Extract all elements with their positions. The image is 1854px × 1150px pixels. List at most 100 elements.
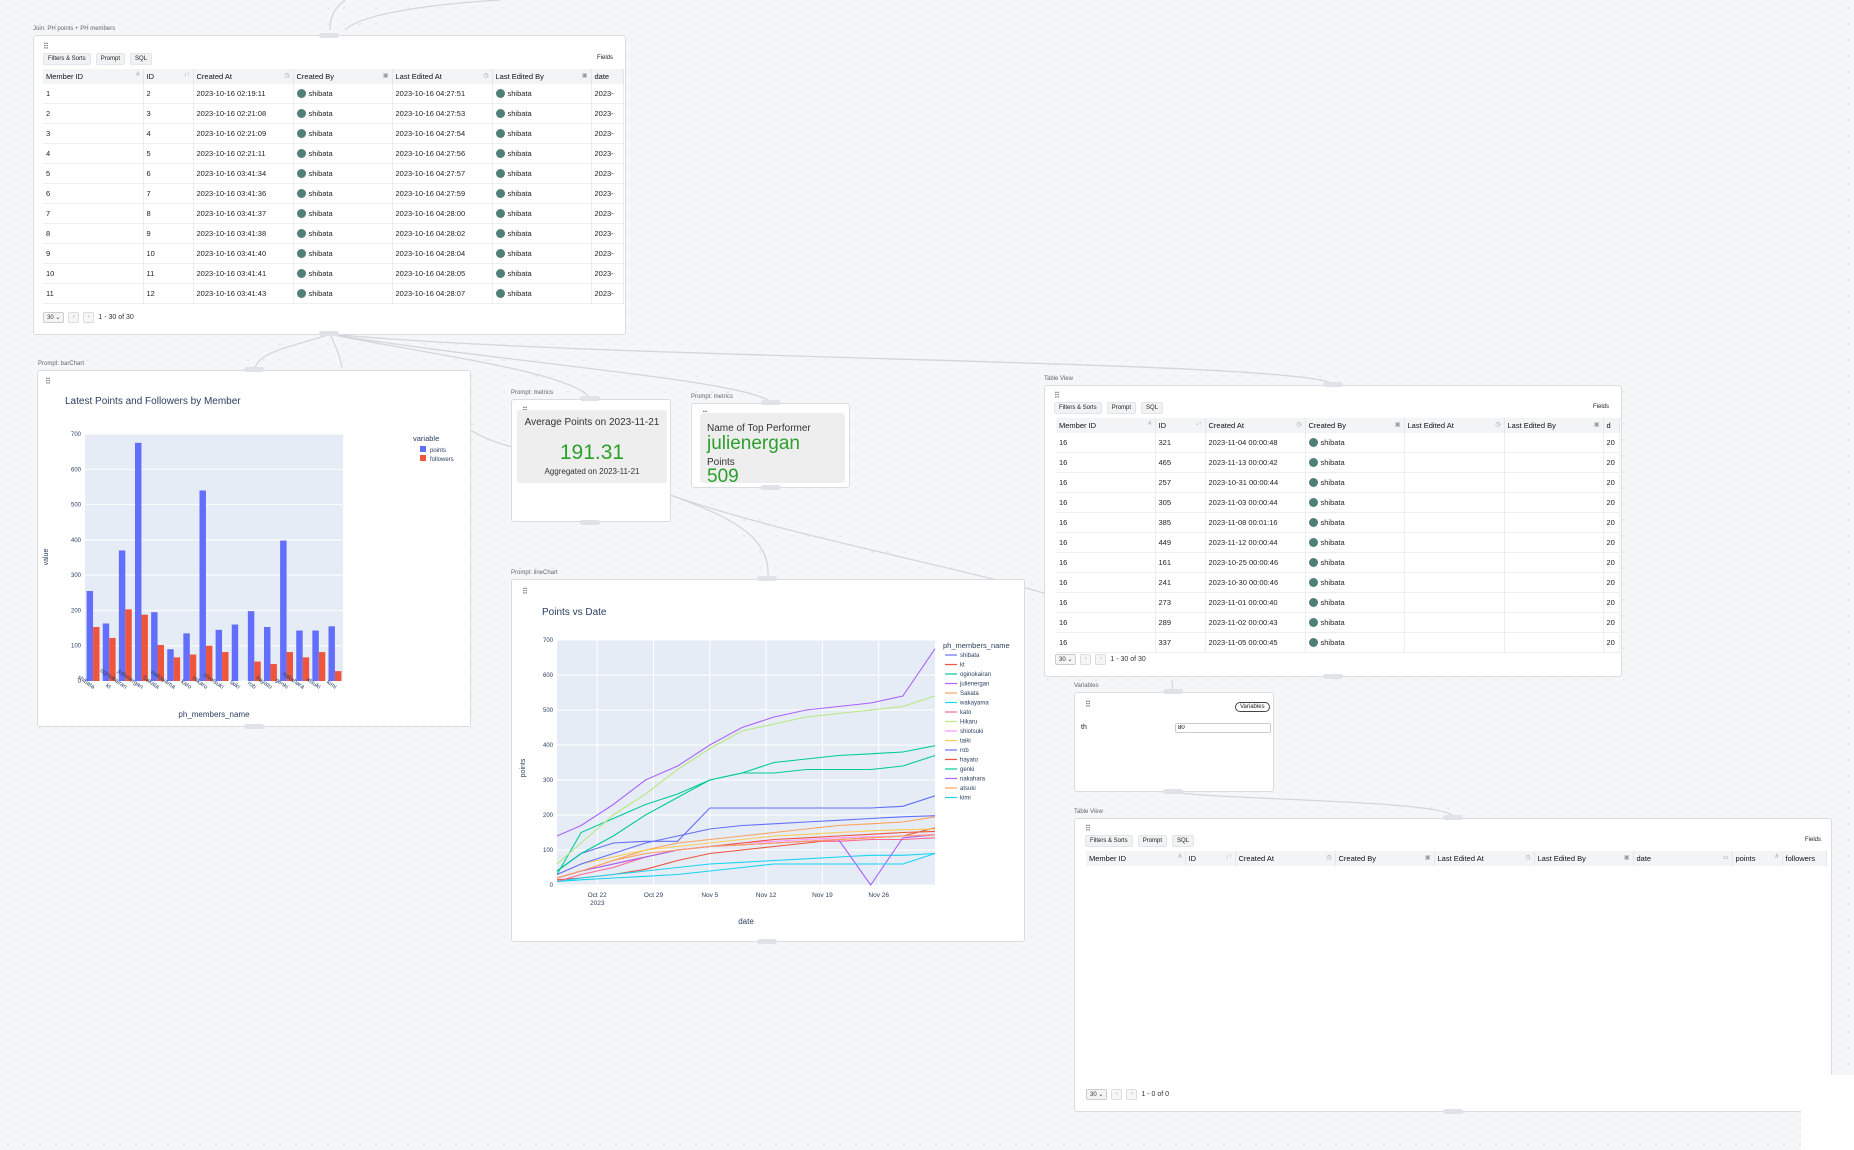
table-cell[interactable]: shibata (293, 243, 393, 264)
table-cell[interactable]: 2 (143, 84, 194, 104)
table-row[interactable]: 3 4 2023-10-16 02:21:09 shibata 2023-10-16 0… (43, 123, 624, 144)
table-cell[interactable] (1504, 572, 1604, 593)
table-cell[interactable]: 257 (1155, 472, 1206, 493)
table-cell[interactable]: shibata (492, 283, 592, 304)
table-cell[interactable]: 11 (43, 283, 144, 304)
table-cell[interactable]: 2023-11-01 00:00:40 (1205, 592, 1306, 613)
metric-node-top-performer[interactable]: ⠿ Name of Top Performer julienergan Poin… (691, 403, 850, 488)
table-cell[interactable]: 2023-11-05 00:00:45 (1205, 632, 1306, 653)
connection-handle[interactable] (1323, 674, 1343, 679)
table-cell[interactable]: shibata (1305, 452, 1405, 473)
table-cell[interactable]: 10 (43, 263, 144, 284)
table-cell[interactable]: 2023- (591, 123, 624, 144)
table-cell[interactable] (1404, 512, 1505, 533)
table-cell[interactable]: 20 (1603, 592, 1620, 613)
drag-handle-icon[interactable]: ⠿ (45, 377, 51, 386)
connection-handle[interactable] (244, 367, 264, 372)
sql-button[interactable]: SQL (130, 53, 153, 65)
table-cell[interactable] (1504, 532, 1604, 553)
table-cell[interactable]: 2023- (591, 203, 624, 224)
table-cell[interactable]: 16 (1056, 433, 1156, 453)
table-row[interactable]: 16 289 2023-11-02 00:00:43 shibata 20 (1056, 612, 1620, 633)
table-cell[interactable]: 2023-10-16 04:28:00 (392, 203, 493, 224)
table-cell[interactable]: 2023-10-31 00:00:44 (1205, 472, 1306, 493)
column-header[interactable]: ID ↓↑ (1155, 418, 1206, 433)
table-row[interactable]: 1 2 2023-10-16 02:19:11 shibata 2023-10-16 0… (43, 84, 624, 104)
minimap-panel[interactable] (1801, 1075, 1854, 1150)
connection-handle[interactable] (757, 939, 777, 944)
table-cell[interactable]: 8 (143, 203, 194, 224)
table-cell[interactable]: 16 (1056, 612, 1156, 633)
table-row[interactable]: 8 9 2023-10-16 03:41:38 shibata 2023-10-16 0… (43, 223, 624, 244)
table-cell[interactable] (1504, 552, 1604, 573)
sql-button[interactable]: SQL (1141, 402, 1164, 414)
drag-handle-icon[interactable]: ⠿ (1054, 391, 1060, 400)
table-row[interactable]: 16 161 2023-10-25 00:00:46 shibata 20 (1056, 552, 1620, 573)
table-cell[interactable]: shibata (492, 243, 592, 264)
table-row[interactable]: 6 7 2023-10-16 03:41:36 shibata 2023-10-16 0… (43, 183, 624, 204)
table-cell[interactable]: 2023- (591, 84, 624, 104)
connection-handle[interactable] (319, 331, 339, 336)
table-cell[interactable]: 20 (1603, 472, 1620, 493)
column-header[interactable]: Last Edited By ▣ (492, 69, 592, 84)
column-header[interactable]: Created At ◷ (1235, 851, 1336, 866)
column-header[interactable]: d (1603, 418, 1620, 433)
table-cell[interactable]: shibata (492, 223, 592, 244)
table-cell[interactable]: shibata (492, 143, 592, 164)
prompt-button[interactable]: Prompt (1106, 402, 1137, 414)
table-cell[interactable]: 2023-10-16 03:41:38 (193, 223, 294, 244)
table-cell[interactable]: 11 (143, 263, 194, 284)
drag-handle-icon[interactable]: ⠿ (1085, 824, 1091, 833)
table-cell[interactable]: shibata (293, 263, 393, 284)
fields-button[interactable]: Fields (1804, 837, 1821, 843)
table-cell[interactable] (1504, 632, 1604, 653)
table-cell[interactable]: shibata (492, 263, 592, 284)
page-size-select[interactable]: 30 ⌄ (1055, 654, 1077, 665)
table-cell[interactable]: 10 (143, 243, 194, 264)
table-cell[interactable]: 465 (1155, 452, 1206, 473)
table-cell[interactable]: shibata (492, 123, 592, 144)
table-cell[interactable] (1504, 612, 1604, 633)
table-cell[interactable]: shibata (293, 183, 393, 204)
connection-handle[interactable] (761, 400, 781, 405)
page-size-select[interactable]: 30 ⌄ (1086, 1089, 1108, 1100)
column-header[interactable]: Last Edited At ◷ (1434, 851, 1535, 866)
connection-handle[interactable] (1323, 382, 1343, 387)
table-cell[interactable]: 321 (1155, 433, 1206, 453)
table-cell[interactable]: shibata (293, 223, 393, 244)
table-cell[interactable] (1404, 592, 1505, 613)
column-header[interactable]: Created By ▣ (1335, 851, 1435, 866)
table-cell[interactable]: 2023-11-02 00:00:43 (1205, 612, 1306, 633)
table-row[interactable]: 11 12 2023-10-16 03:41:43 shibata 2023-10-16… (43, 283, 624, 304)
column-header[interactable]: Created At ◷ (193, 69, 294, 84)
table-cell[interactable] (1404, 433, 1505, 453)
table-cell[interactable]: 20 (1603, 492, 1620, 513)
table-cell[interactable]: 9 (143, 223, 194, 244)
table-cell[interactable]: 2023-10-16 04:28:02 (392, 223, 493, 244)
table-cell[interactable]: shibata (492, 183, 592, 204)
table-cell[interactable]: 2023-10-16 04:28:04 (392, 243, 493, 264)
table-cell[interactable]: 16 (1056, 472, 1156, 493)
table-cell[interactable]: 20 (1603, 572, 1620, 593)
metric-node-average[interactable]: ⠿ Average Points on 2023-11-21 191.31 Ag… (511, 399, 671, 522)
table-cell[interactable]: 2023-10-16 04:27:53 (392, 103, 493, 124)
page-size-select[interactable]: 30 ⌄ (43, 312, 65, 323)
table-cell[interactable]: 7 (43, 203, 144, 224)
table-row[interactable]: 16 321 2023-11-04 00:00:48 shibata 20 (1056, 433, 1620, 453)
table-cell[interactable] (1504, 452, 1604, 473)
table-cell[interactable]: 2023-10-16 04:28:05 (392, 263, 493, 284)
table-cell[interactable]: 2023- (591, 143, 624, 164)
table-cell[interactable] (1404, 612, 1505, 633)
table-row[interactable]: 9 10 2023-10-16 03:41:40 shibata 2023-10-16 … (43, 243, 624, 264)
table-cell[interactable] (1504, 472, 1604, 493)
connection-handle[interactable] (757, 576, 777, 581)
table-cell[interactable] (1404, 572, 1505, 593)
table-row[interactable]: 16 257 2023-10-31 00:00:44 shibata 20 (1056, 472, 1620, 493)
column-header[interactable]: date (591, 69, 624, 84)
bar-chart-node[interactable]: ⠿ Latest Points and Followers by Member … (37, 370, 471, 727)
column-header[interactable]: Last Edited By ▣ (1534, 851, 1634, 866)
table-cell[interactable]: 2023- (591, 243, 624, 264)
table-cell[interactable]: 20 (1603, 512, 1620, 533)
table-view-node[interactable]: ⠿ Filters & Sorts Prompt SQL Fields Memb… (1044, 385, 1622, 677)
table-cell[interactable]: 2023- (591, 263, 624, 284)
